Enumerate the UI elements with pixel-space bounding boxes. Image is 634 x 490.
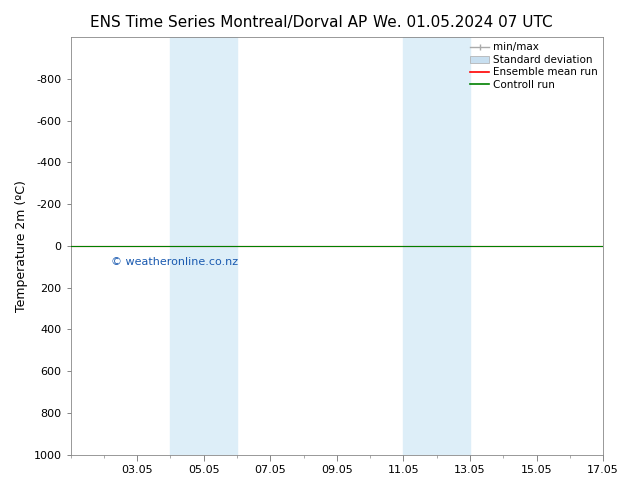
Legend: min/max, Standard deviation, Ensemble mean run, Controll run: min/max, Standard deviation, Ensemble me… <box>468 40 600 92</box>
Bar <box>403 37 470 455</box>
Bar <box>171 37 237 455</box>
Text: We. 01.05.2024 07 UTC: We. 01.05.2024 07 UTC <box>373 15 553 30</box>
Y-axis label: Temperature 2m (ºC): Temperature 2m (ºC) <box>15 180 28 312</box>
Text: © weatheronline.co.nz: © weatheronline.co.nz <box>110 257 238 268</box>
Text: ENS Time Series Montreal/Dorval AP: ENS Time Series Montreal/Dorval AP <box>89 15 367 30</box>
